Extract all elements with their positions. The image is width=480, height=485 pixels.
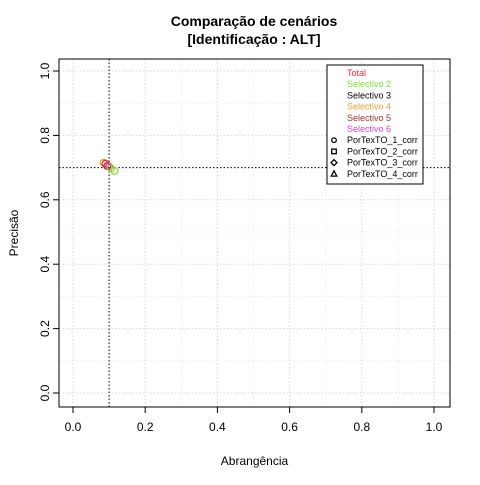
legend-shape-label: PorTexTO_1_corr: [347, 135, 418, 145]
legend-color-label: Selectivo 2: [347, 79, 391, 89]
chart-title: Comparação de cenários [Identificação : A…: [171, 13, 338, 47]
legend-box: [326, 64, 424, 185]
y-tick-label: 0.2: [38, 320, 52, 337]
plot-frame: [58, 58, 451, 408]
legend-color-label: Total: [347, 68, 366, 78]
legend-color-label: Selectivo 5: [347, 113, 391, 123]
legend-shape-label: PorTexTO_3_corr: [347, 158, 418, 168]
x-tick-label: 1.0: [426, 420, 443, 434]
x-tick-label: 0.4: [209, 420, 226, 434]
x-tick-label: 0.8: [353, 420, 370, 434]
y-tick-label: 0.0: [38, 384, 52, 401]
y-tick-label: 1.0: [38, 62, 52, 79]
legend-shape-label: PorTexTO_4_corr: [347, 169, 418, 179]
x-tick-label: 0.0: [65, 420, 82, 434]
y-axis-label: Precisão: [7, 209, 21, 256]
y-tick-label: 0.8: [38, 127, 52, 144]
chart-title-line: Comparação de cenários: [171, 13, 338, 29]
legend-shape-icon: [330, 169, 338, 177]
legend-shape-icon: [330, 158, 338, 167]
legend-color-label: Selectivo 3: [347, 90, 391, 100]
data-points: [99, 158, 119, 175]
axes: 0.0 0.2 0.4 0.6 0.8 1.0 0.0 0.2 0.4 0.6 0.8 1.0 Abra…: [7, 62, 442, 468]
x-tick-label: 0.6: [281, 420, 298, 434]
legend-color-label: Selectivo 4: [347, 102, 391, 112]
x-tick-label: 0.2: [137, 420, 154, 434]
legend-shape-icon: [331, 148, 337, 155]
y-tick-label: 0.4: [38, 256, 52, 273]
chart-title-line: [Identificação : ALT]: [188, 31, 321, 47]
data-point: [110, 166, 119, 175]
legend-shape-label: PorTexTO_2_corr: [347, 146, 418, 156]
data-point: [105, 162, 114, 171]
y-tick-label: 0.6: [38, 191, 52, 208]
x-axis-label: Abrangência: [221, 454, 289, 468]
legend-shape-icon: [331, 137, 337, 144]
legend-color-label: Selectivo 6: [347, 124, 391, 134]
